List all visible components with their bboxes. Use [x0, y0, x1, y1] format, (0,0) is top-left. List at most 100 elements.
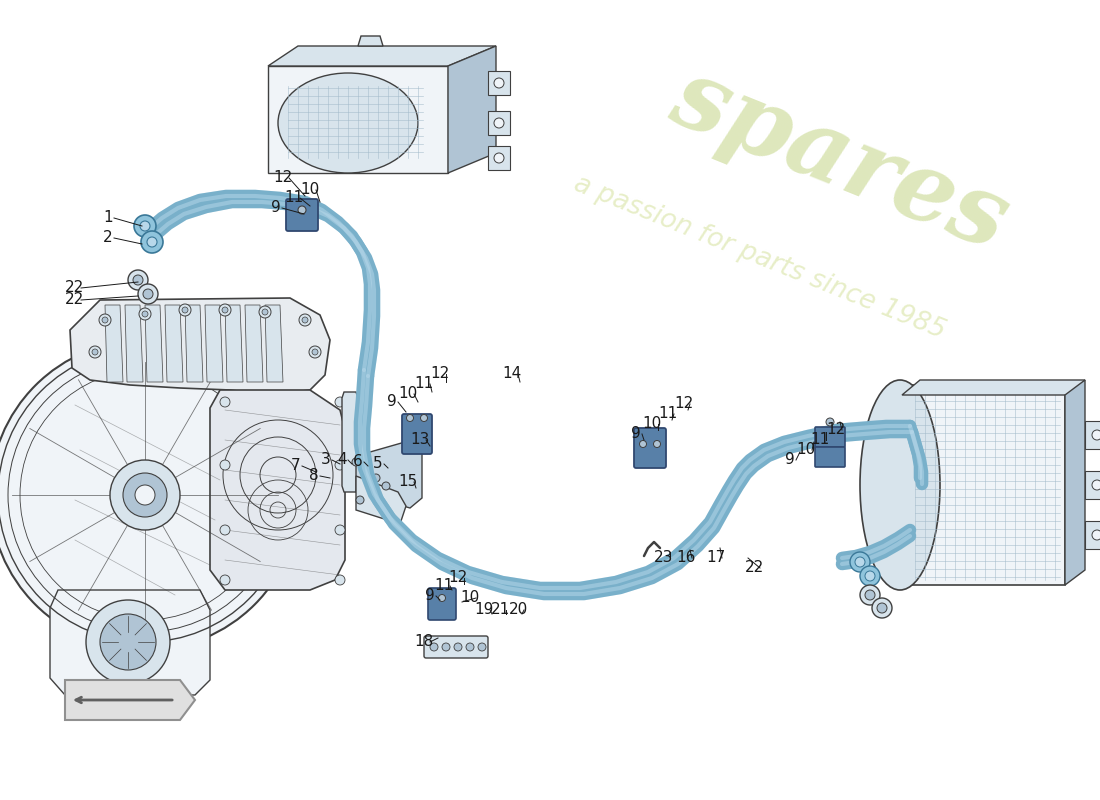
Text: 10: 10 [398, 386, 418, 402]
Text: 12: 12 [449, 570, 468, 586]
Text: 1: 1 [103, 210, 113, 226]
Polygon shape [145, 305, 163, 382]
Polygon shape [448, 46, 496, 173]
Polygon shape [50, 590, 210, 695]
Polygon shape [488, 146, 510, 170]
Text: 15: 15 [398, 474, 418, 490]
Text: 19: 19 [474, 602, 494, 618]
Text: 22: 22 [745, 561, 763, 575]
Circle shape [219, 304, 231, 316]
Text: 11: 11 [659, 406, 678, 422]
Circle shape [220, 460, 230, 470]
Circle shape [639, 441, 647, 447]
Text: 13: 13 [410, 433, 430, 447]
Circle shape [135, 485, 155, 505]
Text: 22: 22 [65, 293, 85, 307]
FancyBboxPatch shape [910, 385, 1065, 585]
Circle shape [179, 304, 191, 316]
Circle shape [336, 397, 345, 407]
FancyBboxPatch shape [815, 447, 845, 467]
Polygon shape [1085, 521, 1100, 549]
Text: 18: 18 [415, 634, 433, 650]
Text: 12: 12 [430, 366, 450, 382]
Text: 12: 12 [274, 170, 293, 186]
Circle shape [336, 575, 345, 585]
Text: 9: 9 [631, 426, 641, 442]
Text: 17: 17 [706, 550, 726, 566]
Circle shape [298, 206, 306, 214]
Circle shape [143, 289, 153, 299]
Polygon shape [488, 71, 510, 95]
Polygon shape [268, 66, 448, 173]
Text: 6: 6 [353, 454, 363, 470]
Text: 10: 10 [642, 417, 661, 431]
Circle shape [140, 221, 150, 231]
Polygon shape [125, 305, 143, 382]
Circle shape [407, 414, 414, 422]
FancyBboxPatch shape [634, 428, 665, 468]
Text: 5: 5 [373, 457, 383, 471]
Circle shape [86, 600, 170, 684]
Circle shape [1092, 530, 1100, 540]
Circle shape [139, 308, 151, 320]
Text: 12: 12 [674, 397, 694, 411]
Circle shape [855, 557, 865, 567]
Text: 16: 16 [676, 550, 695, 566]
Polygon shape [358, 36, 383, 46]
Circle shape [110, 460, 180, 530]
Circle shape [454, 643, 462, 651]
FancyBboxPatch shape [402, 414, 432, 454]
Circle shape [865, 590, 874, 600]
Polygon shape [342, 392, 358, 492]
Text: 10: 10 [796, 442, 815, 458]
Circle shape [494, 118, 504, 128]
Text: 9: 9 [387, 394, 397, 410]
Circle shape [220, 575, 230, 585]
Polygon shape [356, 440, 422, 508]
Text: 12: 12 [826, 422, 846, 438]
Circle shape [92, 349, 98, 355]
Circle shape [123, 473, 167, 517]
Text: 9: 9 [425, 589, 435, 603]
Text: 22: 22 [65, 281, 85, 295]
Circle shape [442, 643, 450, 651]
Circle shape [141, 231, 163, 253]
Circle shape [336, 525, 345, 535]
Text: 8: 8 [309, 469, 319, 483]
Polygon shape [70, 298, 330, 395]
Circle shape [826, 418, 834, 426]
Text: 10: 10 [461, 590, 480, 606]
Text: 11: 11 [434, 578, 453, 594]
Circle shape [352, 458, 360, 466]
Circle shape [128, 270, 148, 290]
Polygon shape [1065, 380, 1085, 585]
Circle shape [356, 496, 364, 504]
Polygon shape [1085, 471, 1100, 499]
Circle shape [142, 311, 148, 317]
Circle shape [877, 603, 887, 613]
Circle shape [258, 306, 271, 318]
Polygon shape [1085, 421, 1100, 449]
Circle shape [478, 643, 486, 651]
Circle shape [220, 525, 230, 535]
Polygon shape [226, 305, 243, 382]
Text: 11: 11 [811, 433, 829, 447]
Circle shape [89, 346, 101, 358]
Circle shape [420, 414, 428, 422]
Text: 9: 9 [785, 453, 795, 467]
Text: 14: 14 [503, 366, 521, 382]
Text: 3: 3 [321, 453, 331, 467]
FancyBboxPatch shape [428, 588, 456, 620]
Circle shape [182, 307, 188, 313]
Circle shape [860, 585, 880, 605]
Circle shape [850, 552, 870, 572]
Text: 23: 23 [654, 550, 673, 566]
FancyBboxPatch shape [424, 636, 488, 658]
Text: 21: 21 [491, 602, 509, 618]
Circle shape [147, 237, 157, 247]
Circle shape [299, 314, 311, 326]
Text: 4: 4 [338, 453, 346, 467]
Circle shape [138, 284, 158, 304]
Ellipse shape [860, 380, 940, 590]
Text: 2: 2 [103, 230, 113, 246]
